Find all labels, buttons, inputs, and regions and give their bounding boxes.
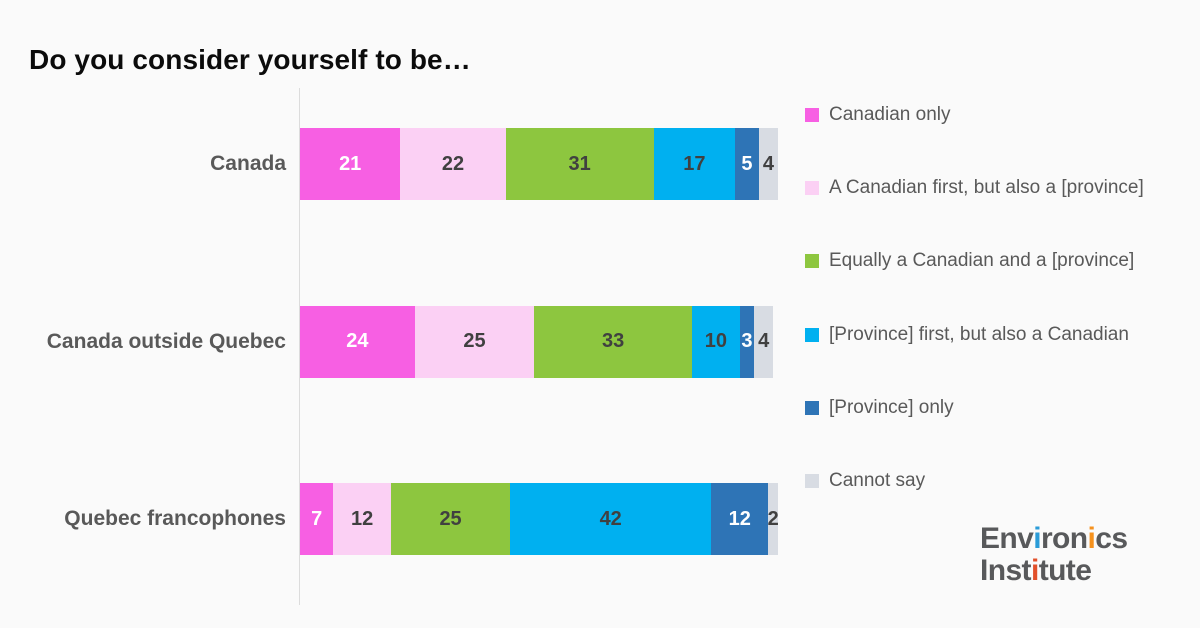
bar-segment: 31 bbox=[505, 128, 654, 200]
bar-segment: 24 bbox=[300, 305, 415, 378]
legend-label: Equally a Canadian and a [province] bbox=[829, 250, 1135, 272]
bar-segment: 2 bbox=[768, 483, 779, 555]
legend-item: Canadian only bbox=[805, 101, 950, 129]
bar-segment: 12 bbox=[333, 483, 391, 555]
bar-segment: 33 bbox=[534, 305, 692, 378]
legend-item: A Canadian first, but also a [province] bbox=[805, 174, 1144, 202]
bar-segment: 25 bbox=[390, 483, 511, 555]
category-label: Quebec francophones bbox=[64, 507, 286, 530]
stacked-bar: 7 12 25 42 12 2 bbox=[300, 483, 779, 555]
bar-row: Canada outside Quebec 24 25 33 10 3 4 bbox=[0, 305, 1200, 378]
legend-swatch-icon bbox=[805, 400, 819, 415]
logo-letter-group: i bbox=[1030, 554, 1039, 587]
bar-segment: 42 bbox=[510, 483, 712, 555]
legend-item: Equally a Canadian and a [province] bbox=[805, 247, 1134, 275]
bar-segment: 4 bbox=[754, 305, 774, 378]
logo-letter-group: i bbox=[1087, 522, 1096, 555]
stacked-bar: 24 25 33 10 3 4 bbox=[300, 305, 774, 378]
bar-segment: 4 bbox=[758, 128, 778, 200]
stacked-bar: 21 22 31 17 5 4 bbox=[300, 128, 778, 200]
legend-item: Cannot say bbox=[805, 467, 925, 495]
bar-segment: 12 bbox=[711, 483, 769, 555]
legend-item: [Province] first, but also a Canadian bbox=[805, 321, 1129, 349]
category-label: Canada outside Quebec bbox=[46, 329, 286, 353]
legend-item: [Province] only bbox=[805, 394, 954, 422]
logo-letter-group: tute bbox=[1038, 554, 1092, 587]
bar-segment: 7 bbox=[300, 483, 334, 555]
chart-title: Do you consider yourself to be… bbox=[29, 44, 471, 75]
legend-label: [Province] first, but also a Canadian bbox=[829, 323, 1129, 345]
logo-letter-group: i bbox=[1033, 522, 1041, 555]
legend-label: Canadian only bbox=[829, 104, 951, 125]
logo-letter-group: cs bbox=[1095, 522, 1128, 555]
bar-segment: 17 bbox=[653, 128, 735, 200]
legend-swatch-icon bbox=[805, 254, 819, 269]
logo-line-institute: Institute bbox=[980, 555, 1127, 587]
bar-segment: 25 bbox=[414, 305, 535, 378]
legend-swatch-icon bbox=[805, 474, 819, 488]
y-axis-line bbox=[299, 88, 300, 605]
bar-segment: 10 bbox=[691, 305, 740, 378]
legend-swatch-icon bbox=[805, 181, 819, 196]
bar-segment: 22 bbox=[400, 128, 506, 200]
category-label: Canada bbox=[210, 152, 286, 175]
logo-line-environics: Environics bbox=[980, 522, 1128, 555]
logo-letter-group: Inst bbox=[980, 554, 1032, 587]
legend-label: A Canadian first, but also a [province] bbox=[829, 177, 1144, 199]
environics-institute-logo: Environics Institute bbox=[980, 522, 1128, 587]
logo-letter-group: Env bbox=[980, 522, 1034, 555]
bar-row: Quebec francophones 7 12 25 42 12 2 bbox=[0, 483, 1200, 555]
legend-swatch-icon bbox=[805, 108, 819, 122]
bar-row: Canada 21 22 31 17 5 4 bbox=[0, 128, 1200, 200]
bar-segment: 21 bbox=[300, 128, 401, 200]
legend-label: Cannot say bbox=[829, 470, 926, 491]
logo-letter-group: ron bbox=[1040, 522, 1088, 555]
legend-swatch-icon bbox=[805, 327, 819, 342]
legend-label: [Province] only bbox=[829, 396, 954, 418]
bar-segment: 5 bbox=[734, 128, 759, 200]
bar-segment: 3 bbox=[739, 305, 755, 378]
